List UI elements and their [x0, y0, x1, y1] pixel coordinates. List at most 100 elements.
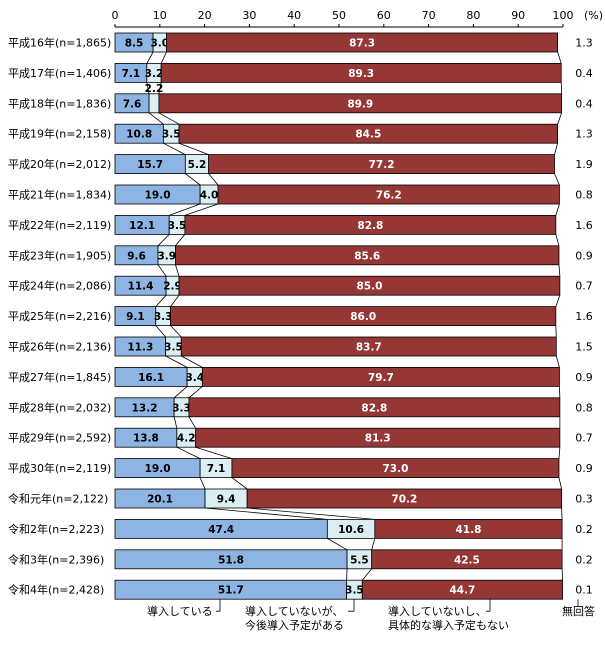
data-label: 13.2: [132, 402, 158, 414]
connector-line: [199, 477, 206, 490]
data-label-no-answer: 1.9: [575, 158, 593, 171]
connector-line: [170, 294, 180, 307]
connector-line: [148, 112, 164, 125]
connector-line: [327, 538, 348, 551]
bar-segment: [208, 154, 555, 175]
data-label: 77.2: [369, 159, 395, 171]
x-tick-label: 70: [422, 9, 436, 22]
bar-segment: [201, 366, 560, 387]
bar-segment: [180, 336, 557, 357]
legend-leader-line: [348, 599, 355, 612]
connector-line: [185, 173, 201, 186]
bar-segment: [246, 488, 563, 509]
x-tick-label: 60: [377, 9, 391, 22]
data-label: 41.8: [456, 524, 482, 536]
data-label: 70.2: [391, 494, 417, 506]
legend-label: 導入していないが、: [245, 604, 343, 618]
x-tick-label: 50: [332, 9, 346, 22]
data-label: 73.0: [382, 463, 408, 475]
connector-line: [208, 173, 219, 186]
connector-line: [195, 446, 233, 459]
bar-segment: [158, 93, 563, 114]
data-label: 3.0: [150, 38, 169, 50]
data-label-no-answer: 1.5: [575, 341, 593, 354]
connector-line: [247, 507, 375, 520]
data-label: 7.1: [207, 463, 226, 475]
data-label: 42.5: [454, 554, 480, 566]
bar-segment: [178, 275, 561, 296]
data-label: 10.8: [126, 129, 152, 141]
data-label: 3.5: [168, 220, 187, 232]
connector-line: [181, 355, 203, 368]
data-label: 7.6: [123, 98, 142, 110]
category-label: 平成30年(n=2,119): [8, 461, 111, 475]
x-tick-label: 90: [511, 9, 525, 22]
legend-label: 導入していないし、: [388, 604, 487, 618]
category-label: 平成23年(n=1,905): [8, 248, 111, 262]
data-label: 3.5: [345, 585, 364, 597]
connector-line: [231, 477, 248, 490]
connector-line: [158, 112, 180, 125]
data-label-no-answer: 0.4: [575, 67, 593, 80]
connector-line: [173, 416, 178, 429]
data-label: 82.8: [357, 220, 383, 232]
connector-line: [155, 294, 167, 307]
connector-line: [175, 234, 186, 247]
connector-line: [176, 446, 201, 459]
bar-segment: [178, 123, 559, 144]
connector-line: [173, 386, 188, 399]
data-label-no-answer: 1.6: [575, 219, 593, 232]
category-label: 令和元年(n=2,122): [8, 492, 108, 506]
data-label: 44.7: [449, 585, 475, 597]
category-label: 令和3年(n=2,396): [8, 552, 104, 566]
category-label: 平成21年(n=1,834): [8, 188, 111, 202]
data-label: 19.0: [145, 463, 171, 475]
bar-segment: [184, 214, 557, 235]
data-label: 19.0: [145, 190, 171, 202]
data-label: 83.7: [356, 342, 382, 354]
data-label: 79.7: [368, 372, 394, 384]
connector-line: [184, 203, 219, 216]
data-label-no-answer: 0.2: [575, 553, 593, 566]
data-label: 9.4: [217, 494, 236, 506]
legend-label: 導入している: [147, 604, 213, 618]
data-label: 3.3: [154, 311, 173, 323]
bar-segment: [175, 245, 560, 266]
data-label: 2.9: [163, 281, 182, 293]
category-label: 平成28年(n=2,032): [8, 400, 111, 414]
connector-line: [146, 82, 150, 94]
data-label-no-answer: 0.3: [575, 493, 593, 506]
data-label-no-answer: 0.1: [575, 584, 593, 597]
category-label: 平成19年(n=2,158): [8, 127, 111, 141]
data-label-no-answer: 0.4: [575, 97, 593, 110]
data-label: 9.1: [126, 311, 145, 323]
connector-line: [557, 112, 563, 125]
legend-leader-line: [216, 599, 221, 612]
data-label: 12.1: [129, 220, 155, 232]
data-label: 7.1: [122, 68, 141, 80]
x-tick-label: 80: [466, 9, 480, 22]
bar-segment: [170, 306, 557, 327]
category-label: 平成22年(n=2,119): [8, 218, 111, 232]
data-label-no-answer: 1.3: [575, 128, 593, 141]
category-label: 令和2年(n=2,223): [8, 522, 104, 536]
x-tick-label: 100: [553, 9, 574, 22]
x-tick-label: 0: [112, 9, 119, 22]
data-label: 3.3: [172, 402, 191, 414]
data-label: 5.2: [188, 159, 207, 171]
data-label-no-answer: 1.3: [575, 37, 593, 50]
bar-segment: [148, 93, 160, 114]
connector-line: [361, 568, 373, 581]
connector-line: [558, 264, 561, 277]
bar-segment: [188, 397, 561, 418]
data-label-no-answer: 0.9: [575, 249, 593, 262]
connector-line: [188, 386, 203, 399]
connector-line: [155, 325, 166, 338]
data-label: 87.3: [349, 38, 375, 50]
connector-line: [160, 51, 167, 64]
legend-label: 無回答: [562, 604, 595, 618]
legend-leader-line: [486, 599, 491, 612]
bar-segment: [195, 427, 561, 448]
data-label-no-answer: 0.7: [575, 432, 593, 445]
